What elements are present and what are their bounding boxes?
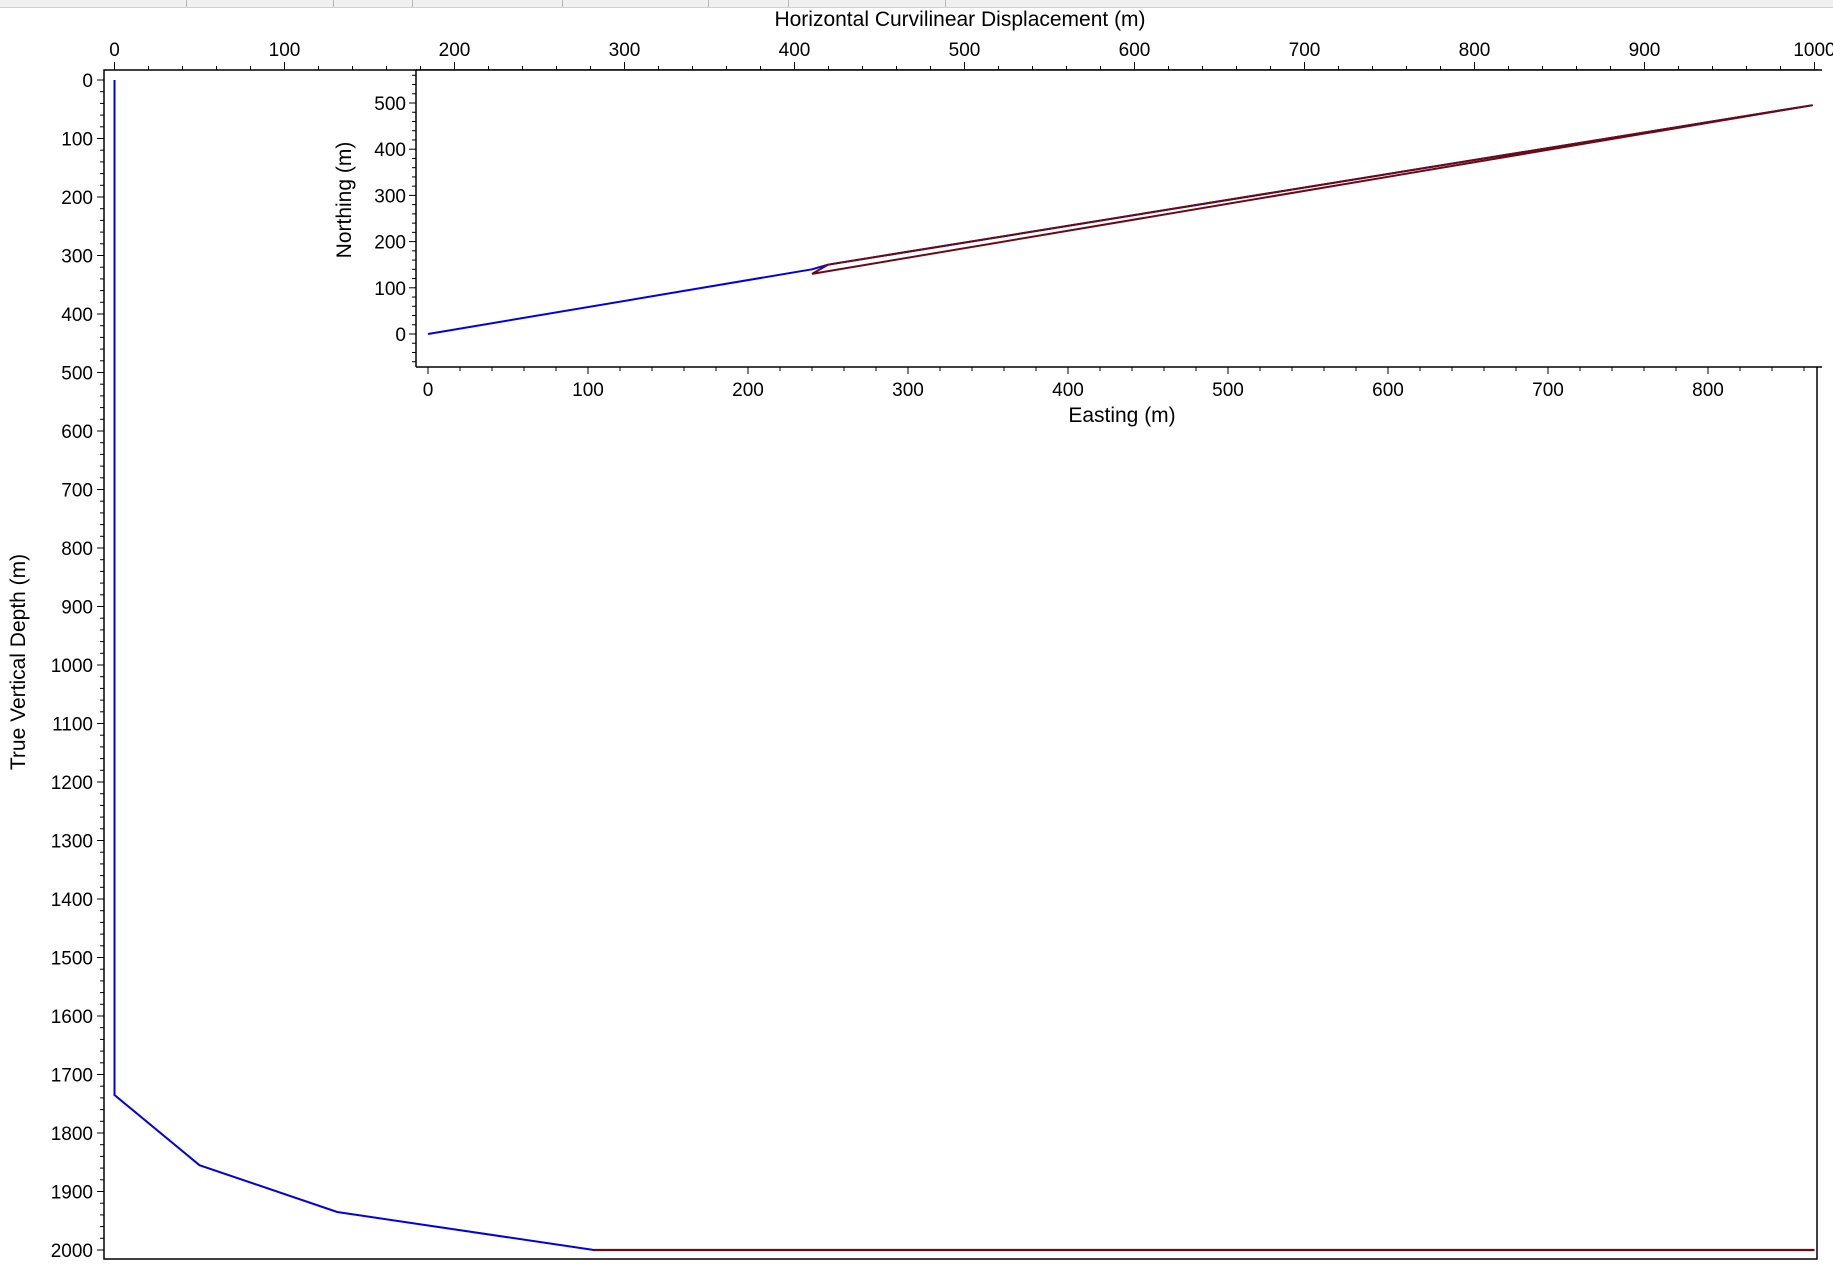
- inset-y-tick-label: 400: [374, 140, 406, 161]
- inset-y-tick-label: 500: [374, 94, 406, 115]
- main-x-tick-label: 100: [269, 40, 301, 61]
- inset-x-tick-label: 600: [1372, 380, 1404, 401]
- main-y-tick-label: 1200: [51, 773, 93, 794]
- inset-y-tick-label: 100: [374, 279, 406, 300]
- main-y-tick-label: 1100: [52, 715, 93, 736]
- main-y-axis: 0 100 200 300 400 500 600 700 800 900 1000 1100 1200…: [51, 71, 104, 1262]
- main-x-tick-label: 0: [109, 40, 120, 61]
- tab-strip: [0, 0, 1833, 8]
- main-x-tick-label: 700: [1289, 40, 1321, 61]
- main-y-tick-label: 1500: [51, 949, 93, 970]
- inset-y-tick-label: 300: [374, 186, 406, 207]
- inset-y-axis-title: Northing (m): [333, 142, 356, 259]
- main-y-tick-label: 300: [61, 247, 93, 268]
- main-y-tick-label: 0: [82, 71, 93, 92]
- inset-x-axis-title: Easting (m): [1068, 404, 1175, 427]
- tab-separator: [412, 0, 413, 7]
- main-x-tick-label: 900: [1629, 40, 1661, 61]
- inset-x-tick-label: 700: [1532, 380, 1564, 401]
- inset-x-axis: 0 100 200 300 400 500 600 700 800: [423, 367, 1805, 401]
- tab-separator: [333, 0, 334, 7]
- main-x-tick-label: 800: [1459, 40, 1491, 61]
- main-y-tick-label: 1900: [51, 1183, 93, 1204]
- tab-separator: [562, 0, 563, 7]
- inset-y-axis: 0 100 200 300 400 500: [374, 74, 416, 363]
- plan-view-inset: 0 100 200 300 400 500 600 700 800 0 100 200 300 400 5…: [333, 69, 1822, 427]
- main-x-tick-label: 300: [609, 40, 641, 61]
- tab-separator: [186, 0, 187, 7]
- inset-x-tick-label: 400: [1052, 380, 1084, 401]
- inset-x-tick-label: 800: [1692, 380, 1724, 401]
- tab-separator: [788, 0, 789, 7]
- main-y-tick-label: 1800: [51, 1124, 93, 1145]
- vertical-section-plot: 0 100 200 300 400 500 600 700 800 900 1000 0100200…: [7, 8, 1833, 1262]
- main-y-tick-label: 1700: [51, 1066, 93, 1087]
- main-y-tick-label: 600: [61, 422, 93, 443]
- main-y-tick-label: 700: [61, 481, 93, 502]
- inset-x-tick-label: 500: [1212, 380, 1244, 401]
- inset-x-tick-label: 300: [892, 380, 924, 401]
- main-x-tick-label: 1000: [1793, 40, 1833, 61]
- main-y-tick-label: 900: [61, 598, 93, 619]
- main-y-tick-label: 1300: [51, 832, 93, 853]
- main-x-axis: 0 100 200 300 400 500 600 700 800 900 1000: [109, 40, 1833, 70]
- main-y-tick-label: 1000: [51, 656, 93, 677]
- inset-y-tick-label: 0: [395, 325, 406, 346]
- main-x-tick-label: 200: [439, 40, 471, 61]
- main-y-tick-label: 1600: [51, 1007, 93, 1028]
- main-y-tick-label: 500: [61, 364, 93, 385]
- main-x-tick-label: 600: [1119, 40, 1151, 61]
- main-series-group: [113, 80, 1815, 1252]
- main-y-tick-label: 100: [61, 130, 93, 151]
- main-x-tick-label: 500: [949, 40, 981, 61]
- tab-separator: [945, 0, 946, 7]
- main-y-tick-label: 2000: [51, 1241, 93, 1262]
- inset-series-group: [427, 104, 1813, 335]
- main-y-axis-title: True Vertical Depth (m): [7, 554, 30, 770]
- main-y-tick-label: 200: [61, 188, 93, 209]
- inset-x-tick-label: 100: [572, 380, 604, 401]
- main-x-tick-label: 400: [779, 40, 811, 61]
- inset-x-tick-label: 0: [423, 380, 434, 401]
- plan-target-line: [811, 104, 1813, 275]
- main-x-axis-title: Horizontal Curvilinear Displacement (m): [774, 8, 1145, 31]
- tab-separator: [708, 0, 709, 7]
- inset-y-tick-label: 200: [374, 233, 406, 254]
- main-y-tick-label: 1400: [51, 890, 93, 911]
- main-y-tick-label: 800: [61, 539, 93, 560]
- main-y-tick-label: 400: [61, 305, 93, 326]
- inset-x-tick-label: 200: [732, 380, 764, 401]
